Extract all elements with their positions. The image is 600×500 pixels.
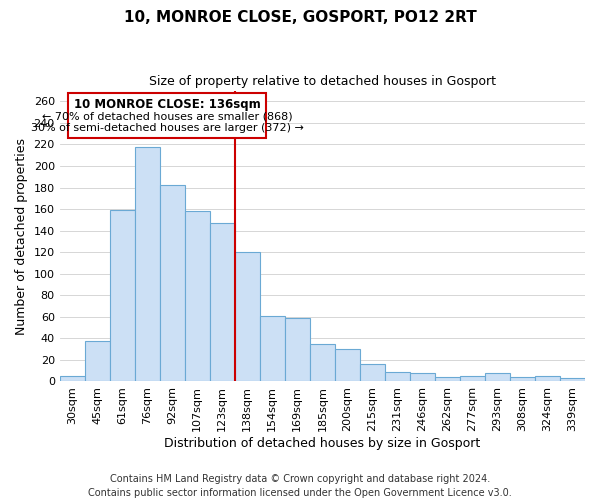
Bar [68, 92, 266, 138]
Bar [335, 349, 360, 382]
Title: Size of property relative to detached houses in Gosport: Size of property relative to detached ho… [149, 75, 496, 88]
Y-axis label: Number of detached properties: Number of detached properties [15, 138, 28, 334]
Bar [535, 376, 560, 382]
Bar [310, 344, 335, 382]
Bar [410, 373, 435, 382]
Bar [160, 186, 185, 382]
Bar [435, 377, 460, 382]
Bar [235, 252, 260, 382]
Bar [85, 340, 110, 382]
X-axis label: Distribution of detached houses by size in Gosport: Distribution of detached houses by size … [164, 437, 481, 450]
Text: ← 70% of detached houses are smaller (868): ← 70% of detached houses are smaller (86… [42, 112, 293, 122]
Bar [59, 376, 85, 382]
Bar [560, 378, 585, 382]
Bar [285, 318, 310, 382]
Bar [185, 211, 210, 382]
Bar [110, 210, 135, 382]
Bar [485, 373, 510, 382]
Bar [260, 316, 285, 382]
Text: Contains HM Land Registry data © Crown copyright and database right 2024.
Contai: Contains HM Land Registry data © Crown c… [88, 474, 512, 498]
Bar [135, 146, 160, 382]
Bar [385, 372, 410, 382]
Bar [510, 377, 535, 382]
Text: 10 MONROE CLOSE: 136sqm: 10 MONROE CLOSE: 136sqm [74, 98, 260, 111]
Text: 10, MONROE CLOSE, GOSPORT, PO12 2RT: 10, MONROE CLOSE, GOSPORT, PO12 2RT [124, 10, 476, 25]
Bar [460, 376, 485, 382]
Bar [360, 364, 385, 382]
Text: 30% of semi-detached houses are larger (372) →: 30% of semi-detached houses are larger (… [31, 124, 304, 134]
Bar [210, 223, 235, 382]
